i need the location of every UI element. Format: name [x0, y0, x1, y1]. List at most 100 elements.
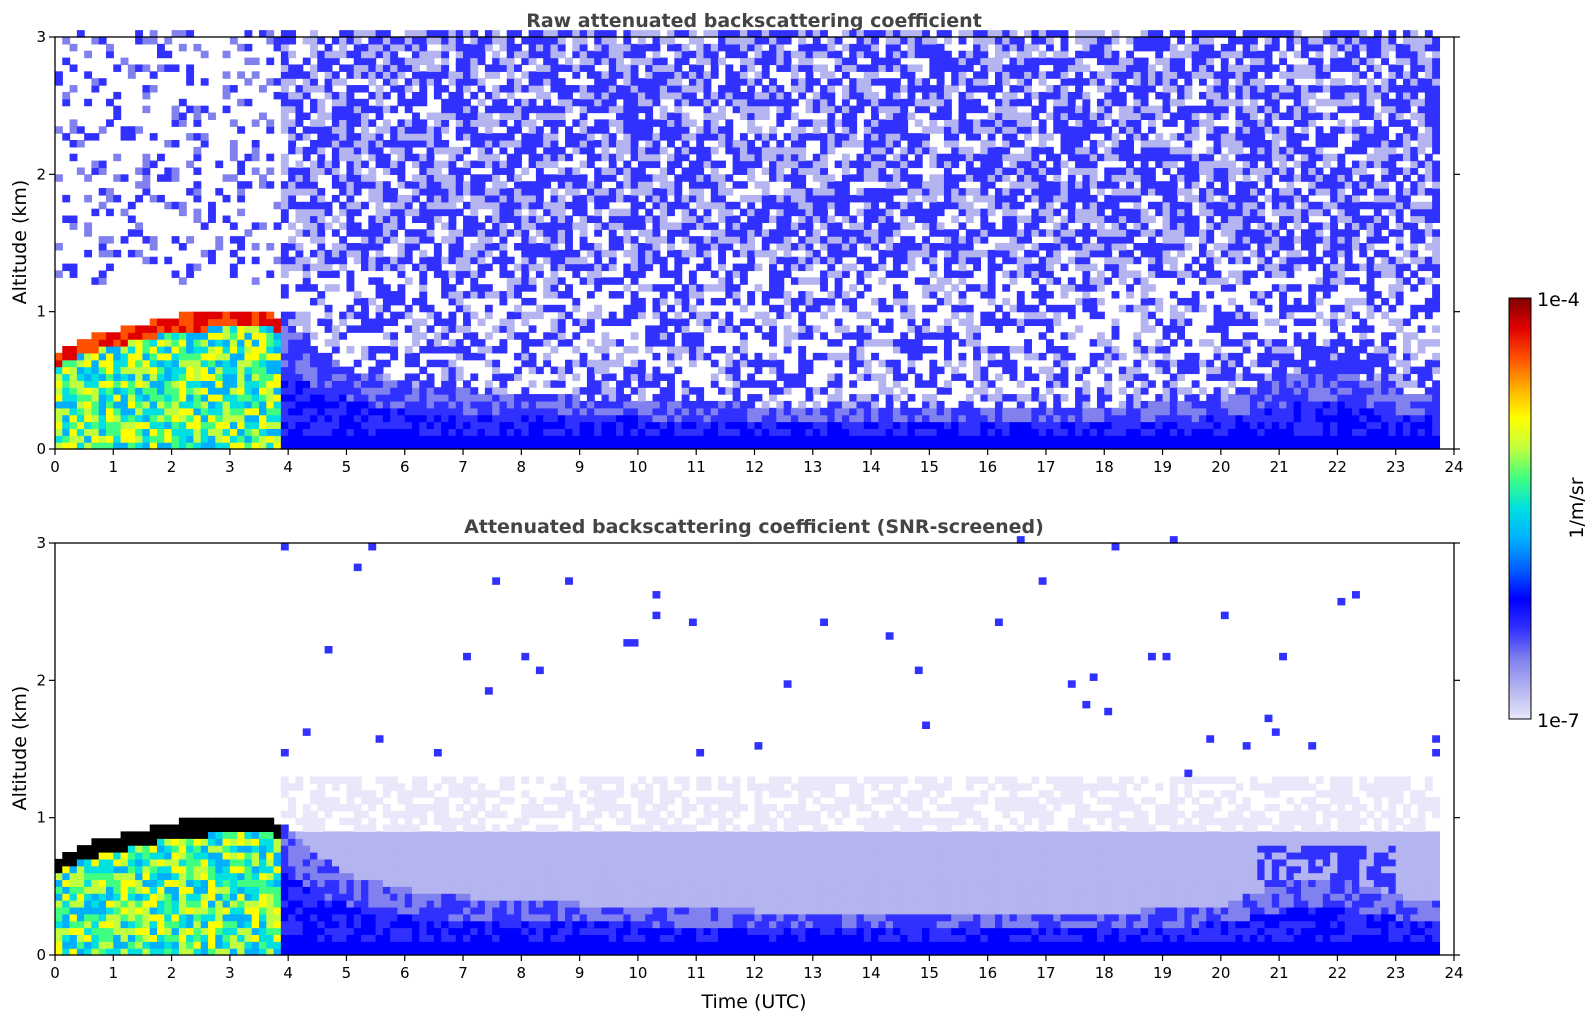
heatmap-cell	[149, 421, 158, 429]
heatmap-cell	[871, 229, 879, 237]
heatmap-cell	[135, 229, 144, 237]
heatmap-cell	[178, 325, 187, 333]
heatmap-cell	[820, 91, 828, 100]
heatmap-cell	[594, 277, 603, 285]
heatmap-cell	[470, 373, 479, 381]
heatmap-cell	[630, 119, 639, 127]
heatmap-cell	[361, 50, 369, 59]
heatmap-cell	[790, 414, 799, 423]
heatmap-cell	[907, 146, 916, 155]
heatmap-cell	[579, 50, 588, 59]
heatmap-cell	[426, 380, 435, 388]
heatmap-cell	[710, 64, 719, 72]
heatmap-cell	[164, 37, 173, 45]
heatmap-cell	[586, 30, 595, 38]
heatmap-cell	[404, 256, 413, 265]
heatmap-cell	[747, 167, 756, 175]
heatmap-cell	[368, 167, 377, 175]
heatmap-cell	[324, 85, 333, 93]
heatmap-cell	[397, 256, 406, 265]
heatmap-cell	[208, 435, 216, 443]
heatmap-cell	[397, 407, 406, 416]
heatmap-cell	[856, 91, 865, 100]
heatmap-cell	[200, 407, 209, 416]
heatmap-cell	[681, 119, 690, 127]
heatmap-cell	[448, 428, 457, 436]
heatmap-cell	[922, 105, 930, 114]
heatmap-cell	[769, 270, 777, 278]
heatmap-cell	[659, 407, 668, 416]
heatmap-cell	[965, 146, 974, 155]
heatmap-cell	[426, 421, 435, 429]
heatmap-cell	[171, 407, 180, 416]
heatmap-cell	[317, 98, 326, 107]
heatmap-cell	[732, 181, 741, 189]
heatmap-cell	[885, 325, 894, 333]
heatmap-cell	[368, 215, 377, 223]
heatmap-cell	[681, 153, 690, 162]
heatmap-cell	[601, 421, 610, 429]
heatmap-cell	[273, 339, 282, 347]
heatmap-cell	[637, 400, 646, 409]
heatmap-cell	[565, 188, 573, 196]
heatmap-cell	[455, 442, 464, 450]
heatmap-cell	[361, 400, 369, 409]
heatmap-cell	[841, 291, 850, 299]
heatmap-cell	[251, 407, 260, 416]
heatmap-cell	[280, 318, 289, 326]
heatmap-cell	[280, 380, 289, 388]
heatmap-cell	[346, 174, 355, 182]
heatmap-cell	[412, 126, 420, 134]
heatmap-cell	[419, 174, 428, 182]
heatmap-cell	[594, 85, 603, 93]
heatmap-cell	[667, 394, 675, 402]
heatmap-cell	[914, 146, 923, 155]
heatmap-cell	[266, 57, 275, 66]
heatmap-cell	[412, 98, 420, 107]
heatmap-cell	[565, 167, 573, 175]
heatmap-cell	[841, 270, 850, 278]
heatmap-cell	[863, 194, 872, 203]
heatmap-cell	[477, 222, 486, 230]
heatmap-cell	[484, 37, 493, 45]
heatmap-cell	[958, 256, 967, 265]
heatmap-cell	[579, 105, 588, 114]
heatmap-cell	[317, 126, 326, 134]
heatmap-cell	[171, 442, 180, 450]
heatmap-cell	[521, 140, 530, 148]
heatmap-cell	[637, 304, 646, 313]
heatmap-cell	[739, 71, 748, 79]
heatmap-cell	[863, 167, 872, 175]
heatmap-cell	[718, 133, 726, 141]
heatmap-cell	[142, 174, 151, 182]
heatmap-cell	[579, 359, 588, 368]
heatmap-cell	[616, 428, 624, 436]
heatmap-cell	[390, 339, 399, 347]
heatmap-cell	[951, 270, 960, 278]
heatmap-cell	[317, 352, 326, 361]
heatmap-cell	[455, 85, 464, 93]
heatmap-cell	[171, 366, 180, 375]
heatmap-cell	[594, 428, 603, 436]
heatmap-cell	[127, 64, 136, 72]
heatmap-cell	[193, 43, 202, 52]
heatmap-cell	[681, 57, 690, 66]
heatmap-cell	[171, 325, 180, 333]
heatmap-cell	[820, 407, 828, 416]
heatmap-cell	[652, 85, 661, 93]
heatmap-cell	[404, 421, 413, 429]
heatmap-cell	[645, 85, 654, 93]
heatmap-cell	[433, 215, 442, 223]
heatmap-cell	[674, 346, 683, 354]
heatmap-cell	[900, 339, 909, 347]
heatmap-cell	[448, 112, 457, 120]
heatmap-cell	[834, 249, 843, 258]
heatmap-cell	[754, 43, 763, 52]
heatmap-cell	[696, 37, 705, 45]
heatmap-cell	[353, 119, 362, 127]
heatmap-cell	[652, 57, 661, 66]
heatmap-cell	[266, 270, 275, 278]
heatmap-cell	[208, 387, 216, 395]
heatmap-cell	[849, 249, 858, 258]
heatmap-cell	[120, 380, 129, 388]
